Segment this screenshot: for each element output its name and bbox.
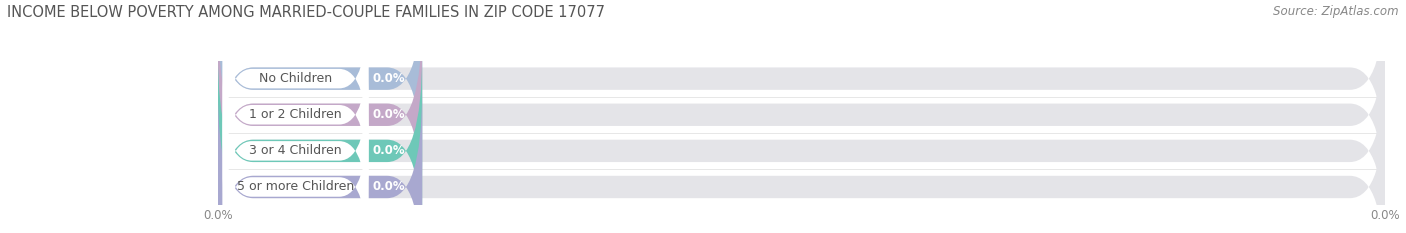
Text: 0.0%: 0.0% [373, 181, 405, 193]
Text: INCOME BELOW POVERTY AMONG MARRIED-COUPLE FAMILIES IN ZIP CODE 17077: INCOME BELOW POVERTY AMONG MARRIED-COUPL… [7, 5, 605, 20]
FancyBboxPatch shape [222, 70, 368, 231]
Text: Source: ZipAtlas.com: Source: ZipAtlas.com [1274, 5, 1399, 18]
Text: 1 or 2 Children: 1 or 2 Children [249, 108, 342, 121]
FancyBboxPatch shape [222, 106, 368, 233]
FancyBboxPatch shape [222, 0, 368, 159]
FancyBboxPatch shape [218, 0, 422, 176]
FancyBboxPatch shape [218, 0, 1385, 176]
FancyBboxPatch shape [218, 18, 422, 212]
FancyBboxPatch shape [218, 18, 1385, 212]
Text: No Children: No Children [259, 72, 332, 85]
Text: 0.0%: 0.0% [373, 72, 405, 85]
FancyBboxPatch shape [218, 90, 1385, 233]
Text: 3 or 4 Children: 3 or 4 Children [249, 144, 342, 157]
FancyBboxPatch shape [222, 34, 368, 195]
FancyBboxPatch shape [218, 54, 1385, 233]
FancyBboxPatch shape [218, 54, 422, 233]
FancyBboxPatch shape [218, 90, 422, 233]
Text: 0.0%: 0.0% [373, 144, 405, 157]
Text: 5 or more Children: 5 or more Children [236, 181, 354, 193]
Text: 0.0%: 0.0% [373, 108, 405, 121]
